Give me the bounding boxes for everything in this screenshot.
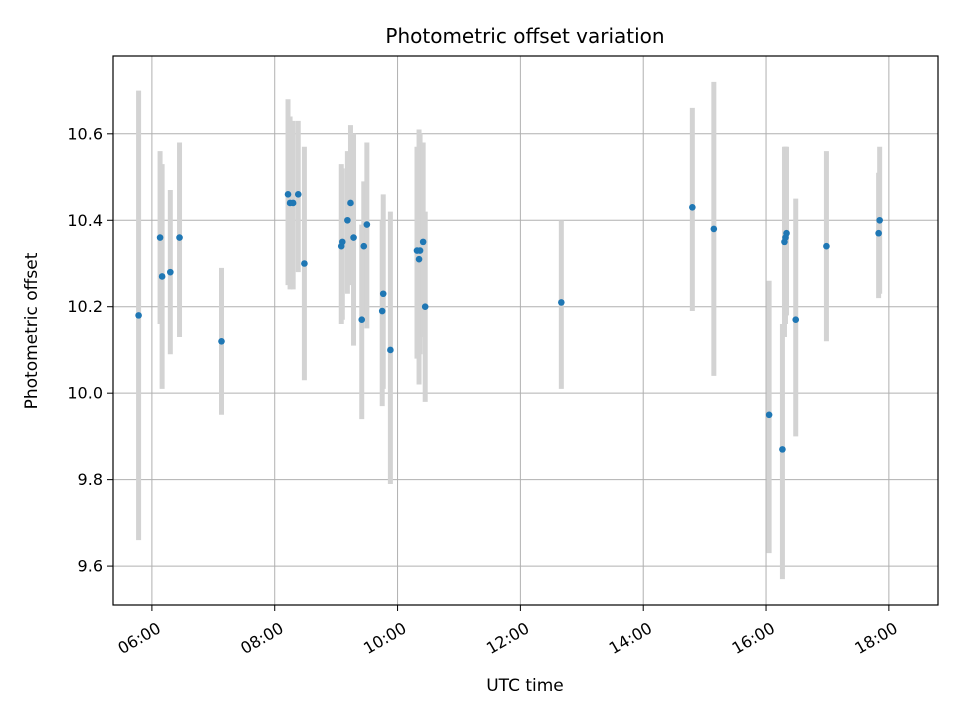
data-point [876,216,883,224]
data-point [350,234,357,241]
data-point [387,346,394,354]
data-point [363,221,371,228]
data-point [344,216,351,224]
data-point [765,411,773,419]
plot-area-frame [112,55,939,606]
data-point [783,229,790,237]
data-point [158,273,166,280]
data-point [689,203,696,211]
data-point [823,242,830,250]
data-point [135,312,142,319]
y-tick-label: 9.6 [78,557,103,576]
y-tick-label: 10.2 [67,297,103,316]
data-point [358,316,366,323]
y-tick-label: 9.8 [78,470,103,489]
data-point [294,191,302,198]
y-axis-label: Photometric offset [22,252,42,409]
data-point [301,260,308,267]
data-point [347,199,354,207]
data-point [710,225,718,233]
chart-title: Photometric offset variation [385,24,664,48]
data-point [338,238,346,246]
data-point [416,247,424,254]
data-point [558,299,565,306]
y-tick-label: 10.4 [67,211,103,230]
grid [113,56,938,605]
y-axis-ticks: 9.6 9.8 10.0 10.2 10.4 10.6 [67,124,113,576]
data-point [419,238,427,246]
data-points [135,191,883,453]
data-point [779,446,786,453]
data-point [156,234,164,241]
data-point [289,199,297,207]
data-point [360,242,368,250]
data-point [378,307,386,315]
data-point [415,255,423,263]
data-point [218,338,225,345]
y-tick-label: 10.0 [67,384,103,403]
data-point [284,191,292,198]
y-tick-label: 10.6 [67,124,103,143]
data-point [379,290,387,298]
data-point [875,229,882,237]
data-point [176,234,183,241]
x-axis-label: UTC time [486,676,564,696]
data-point [421,303,429,311]
data-point [792,316,800,323]
data-point [167,268,174,276]
